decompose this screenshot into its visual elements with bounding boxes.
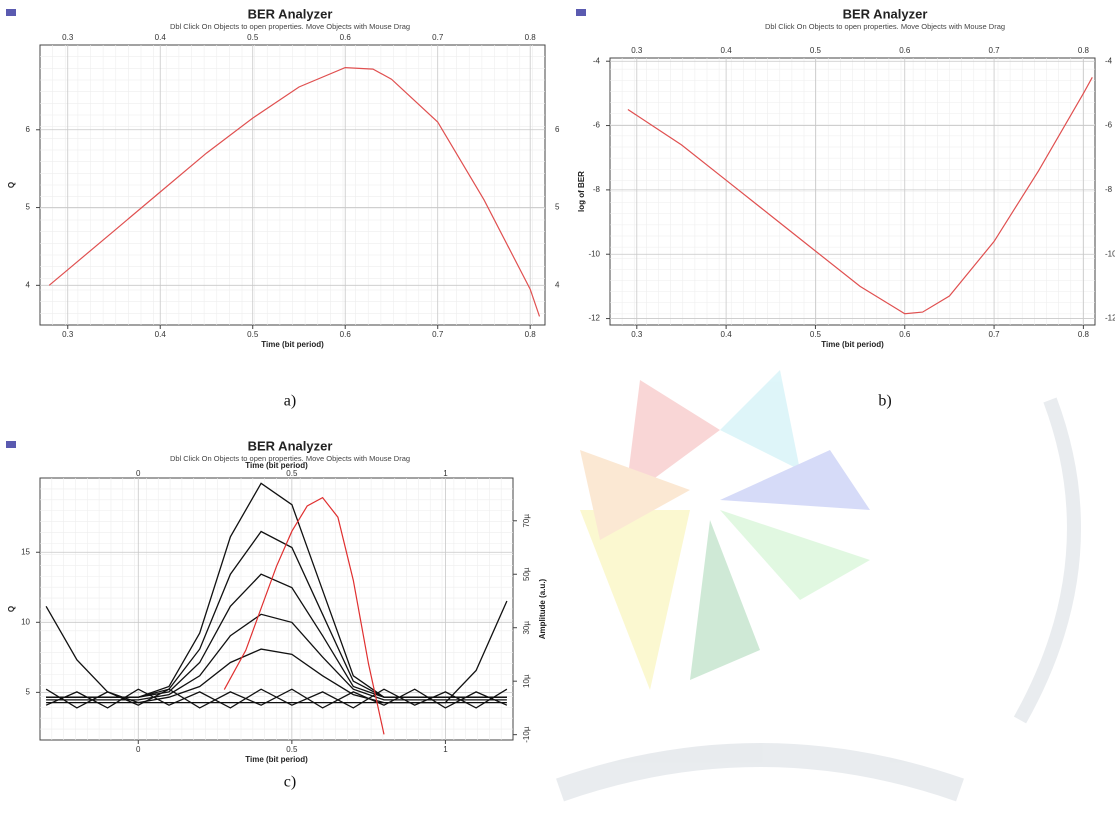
y2-tick-label: 30µ [522, 621, 531, 635]
y2-tick-label: 50µ [522, 567, 531, 581]
x-tick-label: 0.8 [525, 330, 537, 339]
x-top-tick-label: 0.8 [525, 33, 537, 42]
x-tick-label: 0.6 [899, 330, 911, 339]
caption: c) [284, 774, 296, 791]
y2-tick-label: 10µ [522, 674, 531, 688]
x-tick-label: 0.6 [340, 330, 352, 339]
x-top-tick-label: 0.5 [247, 33, 259, 42]
y-right-tick-label: 5 [555, 203, 560, 212]
minor-grid [40, 478, 513, 740]
x-top-tick-label: 0.4 [155, 33, 167, 42]
x-top-tick-label: 0.6 [899, 46, 911, 55]
x-top-tick-label: 0.6 [340, 33, 352, 42]
y-tick-label: -12 [588, 314, 600, 323]
y-right-tick-label: 4 [555, 280, 560, 289]
y-tick-label: 10 [21, 617, 30, 626]
x-tick-label: 0.5 [247, 330, 259, 339]
y-tick-label: 15 [21, 547, 30, 556]
y2-axis-label: Amplitude (a.u.) [538, 578, 547, 639]
y2-tick-label: 70µ [522, 514, 531, 528]
y-tick-label: -6 [593, 121, 601, 130]
minor-grid [610, 58, 1095, 325]
y2-tick-label: -10µ [522, 726, 531, 743]
caption: b) [878, 393, 891, 410]
x-tick-label: 0.4 [155, 330, 167, 339]
app-icon [6, 441, 16, 448]
y-tick-label: 6 [26, 125, 31, 134]
app-icon [576, 9, 586, 16]
y-right-tick-label: -12 [1105, 314, 1115, 323]
x-axis-label: Time (bit period) [261, 340, 324, 349]
chart-title: BER Analyzer [248, 6, 333, 21]
y-tick-label: 4 [26, 280, 31, 289]
x-tick-label: 0.4 [721, 330, 733, 339]
x-top-tick-label: 0.3 [631, 46, 643, 55]
x-top-tick-label: 0 [136, 469, 141, 478]
x-top-tick-label: 0.7 [432, 33, 444, 42]
y-tick-label: 5 [26, 687, 31, 696]
x-top-tick-label: 0.3 [62, 33, 74, 42]
y-tick-label: -8 [593, 185, 601, 194]
chart-title: BER Analyzer [248, 438, 333, 453]
y-tick-label: -4 [593, 56, 601, 65]
app-icon [6, 9, 16, 16]
series-line [45, 688, 508, 709]
y-right-tick-label: -8 [1105, 185, 1113, 194]
y-right-tick-label: 6 [555, 125, 560, 134]
x-top-axis-label: Time (bit period) [245, 461, 308, 470]
series-line [46, 613, 507, 701]
x-tick-label: 0.3 [62, 330, 74, 339]
x-tick-label: 0 [136, 745, 141, 754]
x-top-tick-label: 0.7 [989, 46, 1001, 55]
x-tick-label: 0.5 [810, 330, 822, 339]
x-top-tick-label: 1 [443, 469, 448, 478]
series-line [223, 496, 385, 735]
y-right-tick-label: -4 [1105, 56, 1113, 65]
x-tick-label: 0.7 [432, 330, 444, 339]
chart-subtitle: Dbl Click On Objects to open properties.… [170, 454, 410, 463]
y-right-tick-label: -10 [1105, 249, 1115, 258]
x-axis-label: Time (bit period) [245, 755, 308, 764]
y-axis-label: Q [7, 606, 16, 612]
chart-subtitle: Dbl Click On Objects to open properties.… [170, 22, 410, 31]
x-top-tick-label: 0.5 [810, 46, 822, 55]
series-line [48, 66, 541, 317]
y-axis-label: log of BER [577, 171, 586, 212]
y-tick-label: 5 [26, 203, 31, 212]
x-top-tick-label: 0.5 [286, 469, 298, 478]
x-tick-label: 0.3 [631, 330, 643, 339]
series-line [45, 600, 508, 704]
chart-title: BER Analyzer [843, 6, 928, 21]
x-tick-label: 0.8 [1078, 330, 1090, 339]
x-tick-label: 0.5 [286, 745, 298, 754]
minor-grid [40, 45, 545, 325]
x-top-tick-label: 0.8 [1078, 46, 1090, 55]
x-axis-label: Time (bit period) [821, 340, 884, 349]
caption: a) [284, 393, 296, 410]
x-tick-label: 0.7 [989, 330, 1001, 339]
y-tick-label: -10 [588, 249, 600, 258]
x-tick-label: 1 [443, 745, 448, 754]
series-line [627, 77, 1093, 315]
x-top-tick-label: 0.4 [721, 46, 733, 55]
y-right-tick-label: -6 [1105, 121, 1113, 130]
chart-subtitle: Dbl Click On Objects to open properties.… [765, 22, 1005, 31]
y-axis-label: Q [7, 182, 16, 188]
watermark [556, 370, 1081, 802]
